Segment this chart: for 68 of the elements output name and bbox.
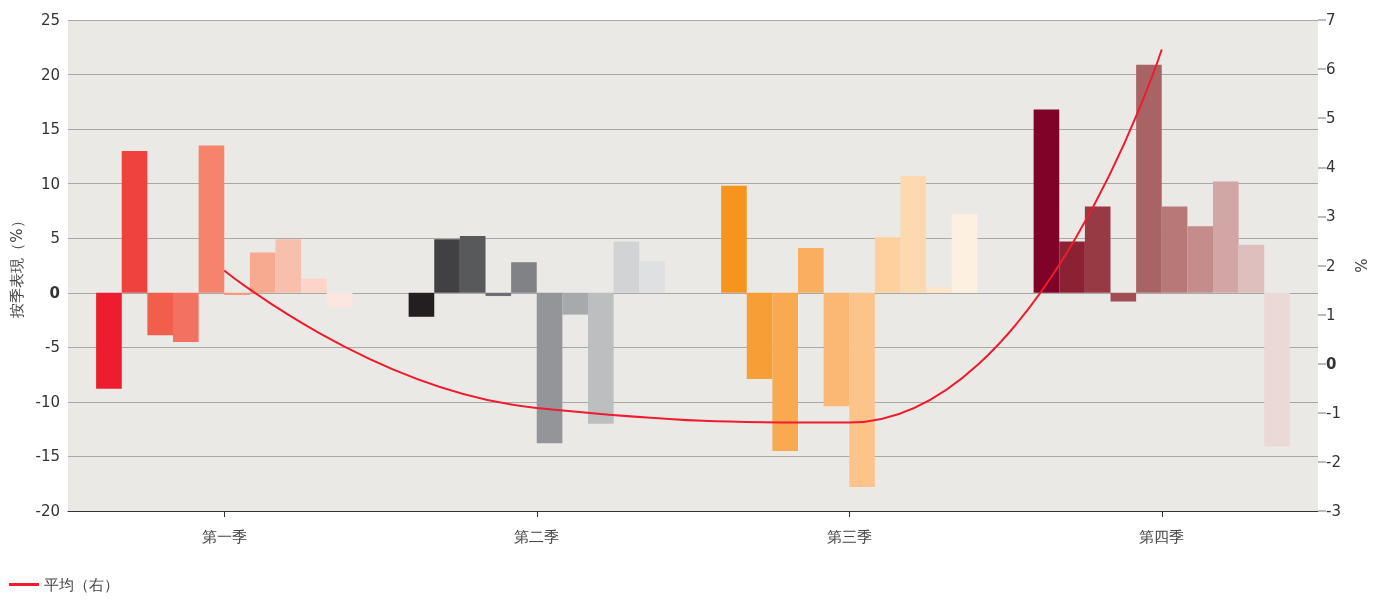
y-tick-label: -20 — [35, 502, 60, 520]
bar — [588, 292, 614, 424]
bar — [1084, 206, 1111, 293]
bar — [198, 145, 225, 293]
bar — [1059, 241, 1085, 293]
x-tick-label: 第一季 — [201, 527, 247, 546]
y-tick-label: 0 — [49, 283, 60, 302]
bar — [1110, 292, 1137, 302]
y2-tick-label: 2 — [1326, 256, 1336, 275]
bar — [721, 185, 747, 293]
bar — [459, 236, 486, 293]
y2-tick-label: 5 — [1326, 109, 1336, 128]
bar — [275, 239, 302, 293]
bar — [536, 292, 563, 444]
y-tick-label: 10 — [40, 174, 60, 193]
bar — [511, 262, 537, 293]
bar — [900, 176, 927, 293]
x-tick-label: 第二季 — [514, 527, 560, 546]
y2-tick-label: -2 — [1326, 452, 1341, 471]
y2-tick-label: 6 — [1326, 60, 1336, 79]
bar — [96, 292, 122, 389]
y2-tick-label: -3 — [1326, 502, 1341, 520]
y-tick-label: -15 — [35, 447, 60, 466]
bar — [147, 292, 173, 336]
bar — [224, 292, 250, 295]
line-series — [223, 48, 1163, 424]
bar — [1238, 244, 1265, 293]
bar — [1136, 64, 1162, 293]
bar — [1161, 206, 1188, 293]
bar — [1213, 181, 1239, 293]
bar — [326, 292, 353, 307]
bar — [798, 248, 824, 293]
bar — [301, 278, 327, 293]
legend-label: 平均（右） — [44, 575, 119, 594]
bar — [874, 237, 901, 293]
bar — [121, 150, 148, 293]
bar — [746, 292, 773, 379]
bar — [173, 292, 199, 342]
bar — [1033, 109, 1060, 293]
y2-axis-title: % — [1352, 258, 1371, 273]
x-tick-label: 第四季 — [1139, 527, 1185, 546]
y2-tick-label: 0 — [1326, 354, 1337, 373]
y-tick-label: -5 — [45, 338, 60, 357]
y2-tick-label: -1 — [1326, 403, 1341, 422]
bar — [1187, 226, 1213, 293]
y-tick-label: 20 — [40, 65, 60, 84]
y-tick-label: 25 — [40, 11, 60, 29]
y2-tick-label: 3 — [1326, 207, 1336, 226]
y-tick-label: -10 — [35, 392, 60, 411]
bar — [772, 292, 798, 451]
y-tick-label: 5 — [50, 229, 60, 248]
bar — [951, 214, 978, 293]
bar — [562, 292, 588, 315]
y2-tick-label: 7 — [1326, 11, 1336, 29]
bar — [249, 252, 276, 293]
bar — [639, 261, 665, 293]
y-axis-title: 按季表現（%） — [8, 213, 27, 318]
bar — [613, 241, 640, 293]
x-tick-label: 第三季 — [826, 527, 872, 546]
bar — [823, 292, 850, 407]
bar — [1264, 292, 1290, 447]
y2-tick-label: 1 — [1326, 305, 1336, 324]
bar — [434, 239, 460, 293]
y2-tick-label: 4 — [1326, 158, 1336, 177]
bar — [926, 287, 952, 293]
bar — [408, 292, 435, 317]
y-tick-label: 15 — [40, 120, 60, 139]
bar — [849, 292, 875, 487]
